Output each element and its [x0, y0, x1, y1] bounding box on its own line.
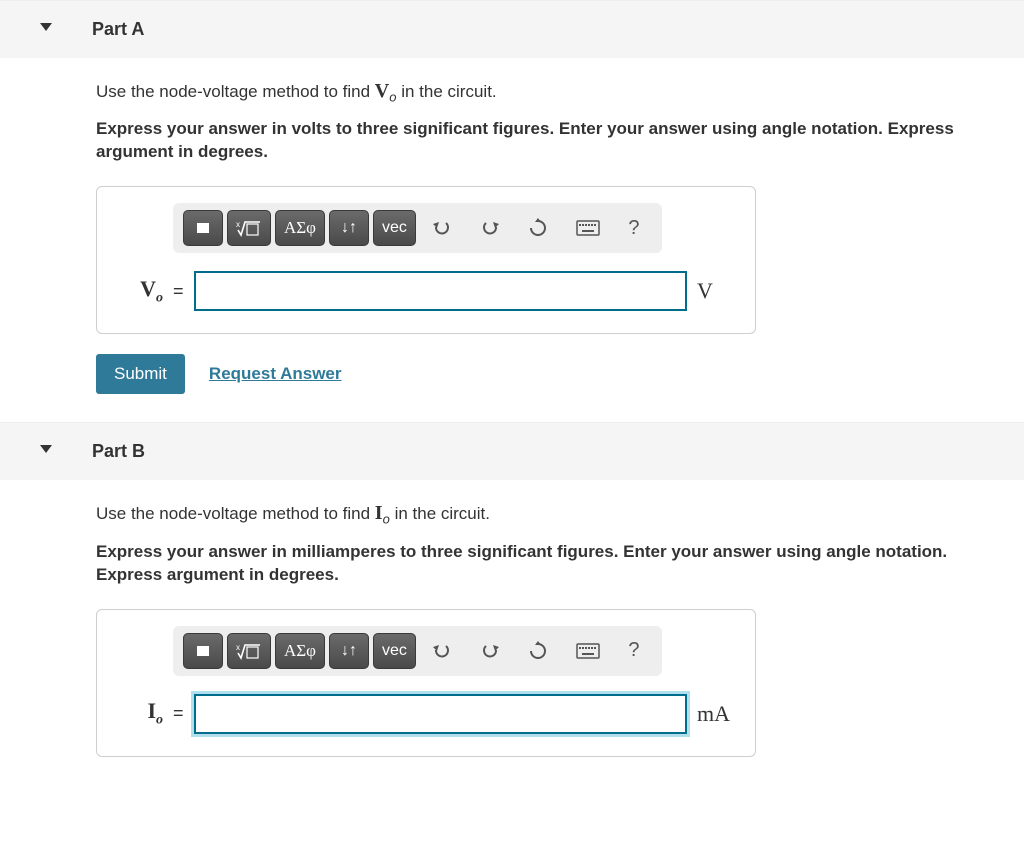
redo-icon — [480, 642, 500, 660]
input-row: Io = mA — [115, 694, 737, 734]
part-header[interactable]: Part B — [0, 422, 1024, 480]
svg-text:x: x — [236, 643, 240, 652]
instruction-text: Express your answer in volts to three si… — [96, 118, 1004, 164]
redo-button[interactable] — [468, 210, 512, 246]
greek-button[interactable]: ΑΣφ — [275, 633, 325, 669]
question-text: Use the node-voltage method to find Vo i… — [96, 80, 1004, 104]
part-body: Use the node-voltage method to find Vo i… — [0, 58, 1024, 422]
part-section: Part B Use the node-voltage method to fi… — [0, 422, 1024, 768]
instruction-text: Express your answer in milliamperes to t… — [96, 541, 1004, 587]
redo-button[interactable] — [468, 633, 512, 669]
unit-label: V — [697, 278, 737, 304]
chevron-down-icon — [40, 23, 52, 31]
keyboard-button[interactable] — [564, 210, 612, 246]
part-body: Use the node-voltage method to find Io i… — [0, 480, 1024, 768]
var-sub: o — [156, 713, 163, 728]
part-title: Part B — [92, 441, 145, 461]
reset-icon — [528, 218, 548, 238]
question-suffix: in the circuit. — [395, 504, 490, 523]
part-title: Part A — [92, 19, 144, 39]
unit-label: mA — [697, 701, 737, 727]
input-row: Vo = V — [115, 271, 737, 311]
part-header[interactable]: Part A — [0, 0, 1024, 58]
vec-button[interactable]: vec — [373, 633, 416, 669]
reset-button[interactable] — [516, 210, 560, 246]
part-section: Part A Use the node-voltage method to fi… — [0, 0, 1024, 422]
var-letter: V — [140, 276, 156, 301]
question-variable: V — [375, 80, 389, 102]
undo-button[interactable] — [420, 210, 464, 246]
templates-button[interactable] — [183, 633, 223, 669]
help-button[interactable]: ? — [616, 210, 652, 246]
variable-label: Vo — [115, 276, 163, 306]
equals-sign: = — [173, 703, 184, 724]
root-button[interactable]: x — [227, 633, 271, 669]
question-subscript: o — [389, 89, 396, 104]
answer-box: x ΑΣφ ↓↑ vec — [96, 186, 756, 334]
question-subscript: o — [383, 512, 390, 527]
svg-text:x: x — [236, 220, 240, 229]
var-letter: I — [147, 698, 156, 723]
template-icon — [195, 220, 211, 236]
question-prefix: Use the node-voltage method to find — [96, 504, 375, 523]
answer-input[interactable] — [194, 694, 687, 734]
redo-icon — [480, 219, 500, 237]
equation-toolbar: x ΑΣφ ↓↑ vec — [173, 203, 662, 253]
question-variable: I — [375, 502, 383, 524]
actions-row: Submit Request Answer — [96, 354, 1004, 394]
subsup-button[interactable]: ↓↑ — [329, 633, 369, 669]
help-button[interactable]: ? — [616, 633, 652, 669]
keyboard-button[interactable] — [564, 633, 612, 669]
var-sub: o — [156, 290, 163, 305]
root-icon: x — [236, 218, 262, 238]
template-icon — [195, 643, 211, 659]
answer-box: x ΑΣφ ↓↑ vec — [96, 609, 756, 757]
request-answer-link[interactable]: Request Answer — [209, 364, 342, 384]
subsup-button[interactable]: ↓↑ — [329, 210, 369, 246]
keyboard-icon — [576, 220, 600, 236]
undo-icon — [432, 219, 452, 237]
root-icon: x — [236, 641, 262, 661]
submit-button[interactable]: Submit — [96, 354, 185, 394]
reset-button[interactable] — [516, 633, 560, 669]
equals-sign: = — [173, 281, 184, 302]
question-prefix: Use the node-voltage method to find — [96, 82, 375, 101]
undo-button[interactable] — [420, 633, 464, 669]
root-button[interactable]: x — [227, 210, 271, 246]
question-suffix: in the circuit. — [401, 82, 496, 101]
answer-input[interactable] — [194, 271, 687, 311]
undo-icon — [432, 642, 452, 660]
variable-label: Io — [115, 698, 163, 728]
vec-button[interactable]: vec — [373, 210, 416, 246]
keyboard-icon — [576, 643, 600, 659]
chevron-down-icon — [40, 445, 52, 453]
question-text: Use the node-voltage method to find Io i… — [96, 502, 1004, 526]
equation-toolbar: x ΑΣφ ↓↑ vec — [173, 626, 662, 676]
templates-button[interactable] — [183, 210, 223, 246]
reset-icon — [528, 641, 548, 661]
greek-button[interactable]: ΑΣφ — [275, 210, 325, 246]
